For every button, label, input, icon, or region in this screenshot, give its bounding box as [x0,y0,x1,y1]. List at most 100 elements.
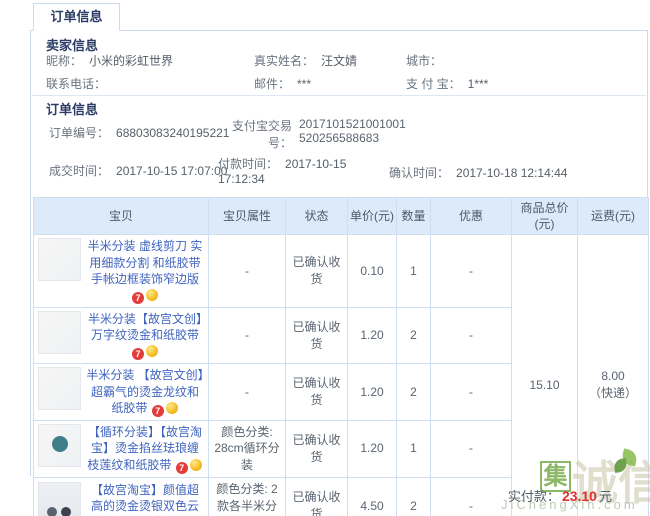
order-number-value: 68803083240195221 [116,126,230,140]
product-thumbnail[interactable] [38,481,81,516]
seller-email-field: 邮件： *** [254,75,311,92]
alipay-value: 1*** [467,77,489,91]
email-value: *** [297,77,312,91]
product-thumbnail[interactable] [38,367,81,411]
confirm-time-label: 确认时间： [389,166,450,180]
status-cell: 已确认收货 [285,363,348,421]
col-header-qty: 数量 [396,196,431,236]
attr-cell: 颜色分类: 2款各半米分装 [208,477,286,516]
status-cell: 已确认收货 [285,419,348,479]
nickname-value: 小米的彩虹世界 [89,54,174,68]
seven-day-return-icon: 7 [175,461,188,474]
pay-time-value: 2017-10-15 17:12:34 [218,157,347,186]
price-cell: 1.20 [347,306,397,365]
price-cell: 0.10 [347,234,397,308]
tab-order-info[interactable]: 订单信息 [33,3,120,31]
col-header-price: 单价(元) [347,196,397,236]
section-divider [32,95,646,96]
status-cell: 已确认收货 [285,306,348,365]
col-header-status: 状态 [285,196,348,236]
product-link[interactable]: 【故宫淘宝】颜值超高的烫金烫银双色云鹤纹和纸胶带 [90,482,199,516]
alipay-trade-field: 支付宝交易号：2017101521001001 520256588683 [228,117,424,151]
shipping-fee: 8.00 [601,369,625,384]
product-link[interactable]: 半米分装【故宫文创】万字纹烫金和纸胶带 [87,311,202,343]
seven-day-return-icon: 7 [151,404,164,417]
table-row: 半米分装【故宫文创】万字纹烫金和纸胶带 7 - 已确认收货 1.20 2 - [33,306,649,365]
paid-total-line: 实付款： 23.10 元 [0,486,612,505]
product-link[interactable]: 半米分装 【故宫文创】超霸气的烫金龙纹和纸胶带 [86,368,204,415]
pay-time-field: 付款时间： 2017-10-15 17:12:34 [218,155,370,186]
qty-cell: 2 [396,363,431,421]
deal-time-value: 2017-10-15 17:07:00 [116,164,228,178]
seller-nickname-field: 昵称： 小米的彩虹世界 [46,52,173,69]
status-cell: 已确认收货 [285,234,348,308]
paid-unit: 元 [598,489,612,504]
qty-cell: 1 [396,419,431,479]
shipping-cell: 8.00 （快递） [577,234,649,516]
email-label: 邮件： [254,77,291,91]
seller-phone-field: 联系电话： [46,75,113,92]
paid-label: 实付款： [507,489,560,504]
price-cell: 1.20 [347,363,397,421]
seven-day-return-icon: 7 [132,291,144,304]
seller-alipay-field: 支 付 宝： 1*** [406,75,488,92]
item-cell: 半米分装 虚线剪刀 实用细款分割 和纸胶带 手帐边框装饰窄边版 7 [33,234,209,308]
seller-city-field: 城市： [406,52,449,69]
realname-label: 真实姓名： [254,54,315,68]
discount-cell: - [430,477,512,516]
paid-amount: 23.10 [561,488,597,504]
col-header-shipping: 运费(元) [577,196,649,236]
discount-cell: - [430,419,512,479]
realname-value: 汪文婧 [321,54,358,68]
table-row: 半米分装 【故宫文创】超霸气的烫金龙纹和纸胶带 7 - 已确认收货 1.20 2… [33,363,649,421]
col-header-item: 宝贝 [33,196,209,236]
attr-cell: 颜色分类: 28cm循环分装 [208,419,286,479]
attr-cell: - [208,363,286,421]
seven-day-return-icon: 7 [132,348,144,361]
gold-medal-icon [146,345,158,358]
seller-section-title: 卖家信息 [46,38,99,53]
attr-cell: - [208,234,286,308]
order-section-title: 订单信息 [46,102,99,117]
discount-cell: - [430,363,512,421]
qty-cell: 2 [396,306,431,365]
deal-time-label: 成交时间： [49,164,110,178]
gold-medal-icon [189,458,202,471]
product-thumbnail[interactable] [38,424,81,468]
product-thumbnail[interactable] [38,310,81,354]
table-header-row: 宝贝 宝贝属性 状态 单价(元) 数量 优惠 商品总价(元) 运费(元) [33,196,649,236]
alipay-trade-value: 2017101521001001 520256588683 [299,117,406,145]
price-cell: 1.20 [347,419,397,479]
pay-time-label: 付款时间： [218,157,279,171]
attr-cell: - [208,306,286,365]
order-number-field: 订单编号： 68803083240195221 [49,124,229,141]
product-link[interactable]: 半米分装 虚线剪刀 实用细款分割 和纸胶带 手帐边框装饰窄边版 [87,239,203,286]
alipay-label: 支 付 宝： [406,77,461,91]
discount-cell: - [430,306,512,365]
table-row: 【循环分装】【故宫淘宝】烫金掐丝珐琅缠枝莲纹和纸胶带 7 颜色分类: 28cm循… [33,419,649,479]
total-price-cell: 15.10 [511,234,578,516]
discount-cell: - [430,234,512,308]
item-cell: 【循环分装】【故宫淘宝】烫金掐丝珐琅缠枝莲纹和纸胶带 7 [33,419,209,479]
order-number-label: 订单编号： [49,126,110,140]
status-cell: 已确认收货 [285,477,348,516]
item-cell: 【故宫淘宝】颜值超高的烫金烫银双色云鹤纹和纸胶带 7 [33,477,209,516]
deal-time-field: 成交时间： 2017-10-15 17:07:00 [49,162,227,179]
nickname-label: 昵称： [46,54,83,68]
product-link[interactable]: 【循环分装】【故宫淘宝】烫金掐丝珐琅缠枝莲纹和纸胶带 [87,425,202,472]
confirm-time-value: 2017-10-18 12:14:44 [456,166,568,180]
col-header-total: 商品总价(元) [511,196,578,236]
gold-medal-icon [146,288,158,301]
table-row: 半米分装 虚线剪刀 实用细款分割 和纸胶带 手帐边框装饰窄边版 7 - 已确认收… [33,234,649,516]
order-panel: 卖家信息 昵称： 小米的彩虹世界 真实姓名： 汪文婧 城市： 联系电话： 邮件： **… [30,30,649,516]
item-cell: 半米分装【故宫文创】万字纹烫金和纸胶带 7 [33,306,209,365]
col-header-attr: 宝贝属性 [208,196,286,236]
city-label: 城市： [406,54,443,68]
item-cell: 半米分装 【故宫文创】超霸气的烫金龙纹和纸胶带 7 [33,363,209,421]
product-thumbnail[interactable] [38,238,81,282]
table-row: 【故宫淘宝】颜值超高的烫金烫银双色云鹤纹和纸胶带 7 颜色分类: 2款各半米分装… [33,477,649,516]
shipping-method: （快递） [588,385,637,400]
items-table: 宝贝 宝贝属性 状态 单价(元) 数量 优惠 商品总价(元) 运费(元) 半米分… [33,196,649,516]
confirm-time-field: 确认时间： 2017-10-18 12:14:44 [389,164,567,181]
